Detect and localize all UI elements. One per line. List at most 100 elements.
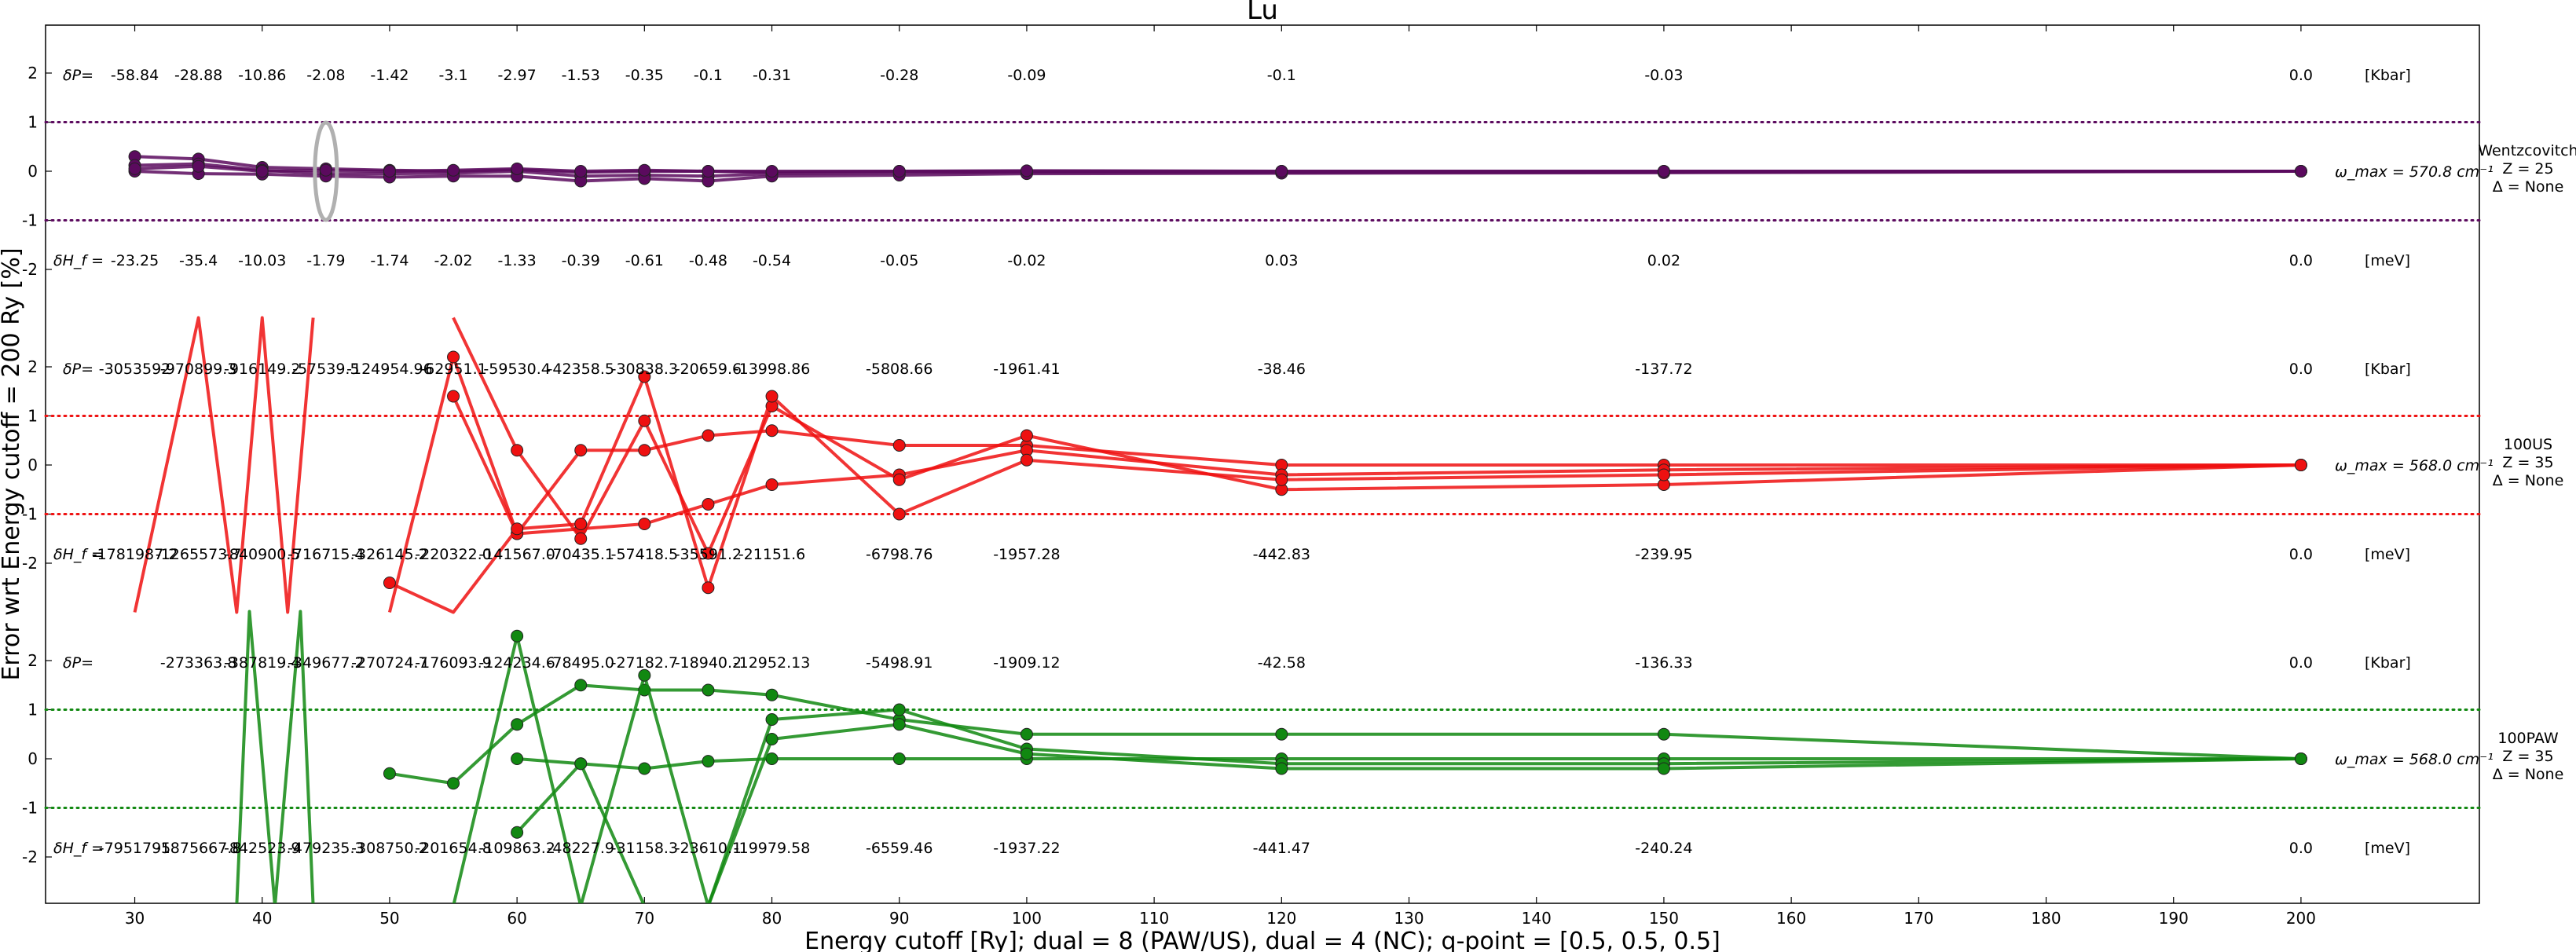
- panel-wentzcovitch: 2 1 0 -1 -2 δP= δH_f = -58.84 -23.25 -28.88 -35.4 -…: [22, 64, 2576, 279]
- dh-value: -1957.28: [993, 546, 1060, 563]
- x-tick-label: 200: [2286, 909, 2316, 928]
- dh-row-label: δH_f =: [53, 546, 104, 563]
- data-point: [574, 444, 588, 457]
- dh-value: -6559.46: [866, 840, 933, 857]
- dp-value: -2.97: [498, 67, 537, 84]
- dh-value: 0.02: [1647, 252, 1680, 269]
- dp-value: -136.33: [1635, 654, 1692, 672]
- dp-row-label: δP=: [63, 67, 93, 84]
- series-line: [134, 164, 2301, 173]
- series-line: [515, 757, 2301, 834]
- data-point: [447, 350, 460, 364]
- data-point: [2294, 459, 2307, 471]
- omega-label: ω_max = 570.8 cm⁻¹: [2335, 163, 2494, 181]
- data-point: [638, 668, 651, 682]
- data-point: [765, 390, 779, 403]
- dp-value: -124234.6: [478, 654, 555, 672]
- dh-row-label: δH_f =: [53, 840, 104, 857]
- dh-value: -48227.9: [548, 840, 614, 857]
- y-tick-label: 2: [27, 357, 38, 376]
- dh-value: -23.25: [111, 252, 159, 269]
- data-point: [383, 767, 396, 780]
- x-tick-label: 180: [2031, 909, 2061, 928]
- series-line: [389, 683, 2301, 785]
- dh-value: -35.4: [179, 252, 218, 269]
- dh-value: -0.39: [562, 252, 600, 269]
- dp-value: -59530.4: [483, 361, 550, 378]
- dp-value: 0.0: [2289, 654, 2313, 672]
- data-point: [1657, 762, 1670, 775]
- data-point: [255, 165, 269, 178]
- x-tick-label: 190: [2159, 909, 2189, 928]
- dp-value: -3.1: [438, 67, 467, 84]
- data-point: [765, 478, 779, 491]
- dp-value: -12952.13: [734, 654, 811, 672]
- dp-value: -78495.0: [548, 654, 614, 672]
- dp-value: -18940.2: [675, 654, 742, 672]
- dp-value: -10.86: [238, 67, 286, 84]
- data-point: [892, 439, 906, 452]
- dh-value: -0.48: [689, 252, 727, 269]
- dh-value: 0.0: [2289, 546, 2313, 563]
- series-line: [134, 170, 2301, 183]
- data-point: [511, 162, 524, 175]
- data-point: [319, 163, 332, 177]
- data-point: [1275, 165, 1288, 178]
- data-point: [1020, 727, 1033, 741]
- dh-value: -479235.3: [288, 840, 365, 857]
- dh-value: -57418.5: [611, 546, 678, 563]
- delta-label: Δ = None: [2493, 472, 2564, 489]
- dh-value: -1.74: [370, 252, 409, 269]
- dp-value: -349677.2: [288, 654, 365, 672]
- dh-unit: [meV]: [2365, 840, 2410, 857]
- data-point: [892, 752, 906, 765]
- dp-value: -0.03: [1644, 67, 1683, 84]
- dp-value: -0.1: [1267, 67, 1296, 84]
- y-tick-label: 1: [27, 701, 38, 719]
- y-tick-label: -1: [22, 799, 38, 818]
- data-point: [511, 444, 524, 457]
- dp-value: 0.0: [2289, 361, 2313, 378]
- dp-value: -30838.3: [611, 361, 678, 378]
- data-point: [765, 424, 779, 438]
- data-point: [1657, 165, 1670, 178]
- data-point: [638, 414, 651, 427]
- data-point: [511, 752, 524, 765]
- x-tick-label: 50: [379, 909, 399, 928]
- data-point: [892, 507, 906, 521]
- dh-value: -10.03: [238, 252, 286, 269]
- delta-label: Δ = None: [2493, 766, 2564, 783]
- dp-value: -916149.2: [224, 361, 301, 378]
- y-tick-label: -2: [22, 554, 38, 573]
- x-tick-label: 60: [507, 909, 526, 928]
- data-point: [765, 713, 779, 726]
- pseudo-name: 100US: [2504, 436, 2552, 453]
- data-point: [892, 165, 906, 178]
- dp-value: -58.84: [111, 67, 159, 84]
- series-line: [389, 375, 2301, 614]
- dh-value: -239.95: [1635, 546, 1692, 563]
- data-point: [192, 159, 205, 173]
- dp-row-label: δP=: [63, 654, 93, 672]
- dp-value: -1.53: [562, 67, 600, 84]
- dh-unit: [meV]: [2365, 546, 2410, 563]
- data-point: [574, 165, 588, 178]
- x-axis-label: Energy cutoff [Ry]; dual = 8 (PAW/US), d…: [804, 928, 1720, 952]
- data-point: [1657, 727, 1670, 741]
- data-point: [383, 577, 396, 589]
- x-tick-label: 90: [889, 909, 909, 928]
- y-tick-label: -1: [22, 505, 38, 524]
- y-tick-label: 2: [27, 64, 38, 82]
- series-line: [387, 355, 2301, 613]
- dp-row-label: δP=: [63, 361, 93, 378]
- data-point: [574, 757, 588, 771]
- delta-label: Δ = None: [2493, 178, 2564, 196]
- dp-value: -0.28: [880, 67, 918, 84]
- data-point: [1275, 727, 1288, 741]
- y-tick-label: -1: [22, 211, 38, 230]
- dh-value: -109863.2: [478, 840, 555, 857]
- dp-value: -137.72: [1635, 361, 1692, 378]
- data-point: [638, 163, 651, 177]
- omega-label: ω_max = 568.0 cm⁻¹: [2335, 751, 2494, 768]
- data-point: [511, 629, 524, 643]
